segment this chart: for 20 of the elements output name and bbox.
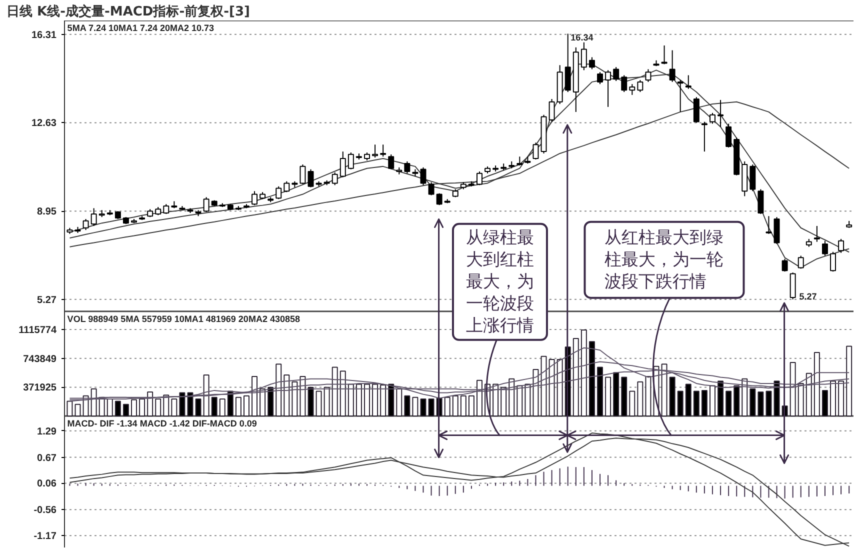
- annotation: 5.27: [799, 291, 817, 302]
- y-tick-label: -1.17: [34, 531, 57, 542]
- y-tick-label: 0.67: [37, 452, 57, 464]
- y-tick-label: 1115774: [18, 325, 57, 336]
- y-tick-label: 371925: [23, 382, 57, 394]
- annotation: 从绿柱最大到红柱最大，为一轮波段上涨行情: [466, 228, 534, 336]
- chart-title: MACD- DIF -1.34 MACD -1.42 DIF-MACD 0.09: [67, 418, 257, 429]
- annotation: 16.34: [570, 32, 594, 43]
- y-tick-label: 16.31: [31, 30, 57, 41]
- y-tick-label: 5.27: [37, 294, 57, 306]
- y-tick-label: 1.29: [37, 426, 57, 438]
- y-tick-label: 0.06: [37, 478, 57, 490]
- annotation: 从红柱最大到绿柱最大，为一轮波段下跌行情: [604, 228, 724, 292]
- y-tick-label: -0.56: [34, 505, 57, 516]
- y-tick-label: 8.95: [37, 206, 57, 218]
- y-tick-label: 12.63: [31, 118, 57, 130]
- chart-subtitle: 5MA 7.24 10MA1 7.24 20MA2 10.73: [67, 23, 214, 34]
- chart-title: VOL 988949 5MA 557959 10MA1 481969 20MA2 430858: [67, 314, 300, 324]
- chart-title: 日线 K线-成交量-MACD指标-前复权-[3]: [6, 4, 250, 20]
- y-tick-label: 743849: [23, 354, 57, 365]
